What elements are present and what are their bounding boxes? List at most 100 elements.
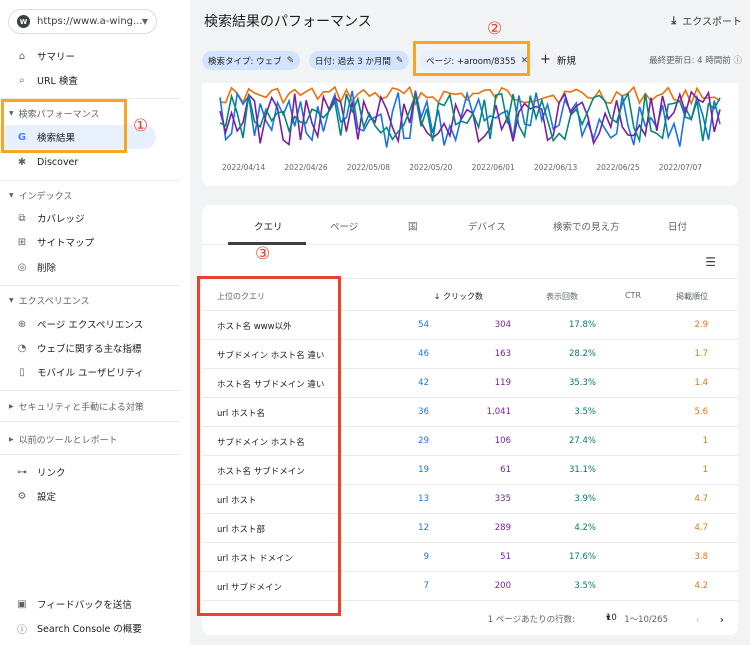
section-security[interactable]: ▶ セキュリティと手動による対策	[0, 397, 144, 415]
divider	[0, 421, 180, 422]
sidebar-item-removals[interactable]: ◎ 削除	[0, 255, 170, 279]
sidebar-item-page-experience[interactable]: ⊕ ページ エクスペリエンス	[0, 312, 170, 336]
table-row[interactable]: url ホスト名 36 1,041 3.5% 5.6	[202, 398, 738, 427]
section-legacy[interactable]: ▶ 以前のツールとレポート	[0, 430, 118, 448]
sidebar-item-label: 削除	[37, 263, 57, 274]
sidebar-item-links[interactable]: ⊶ リンク	[0, 460, 170, 484]
tab-devices[interactable]: デバイス	[468, 222, 506, 233]
annotation-box-3	[197, 276, 341, 616]
table-row[interactable]: url ホスト ドメイン 9 51 17.6% 3.8	[202, 543, 738, 572]
impressions-cell: 106	[494, 436, 511, 446]
sidebar-item-feedback[interactable]: ▣ フィードバックを送信	[0, 592, 170, 616]
header-clicks[interactable]: ↓ クリック数	[434, 291, 483, 302]
x-tick-label: 2022/05/08	[347, 163, 390, 172]
tab-search-appearance[interactable]: 検索での見え方	[553, 222, 620, 233]
copy-icon: ⧉	[18, 212, 26, 224]
table-row[interactable]: url ホスト部 12 289 4.2% 4.7	[202, 514, 738, 543]
tab-countries[interactable]: 国	[408, 222, 418, 233]
x-tick-label: 2022/05/20	[409, 163, 452, 172]
help-icon[interactable]: ⓘ	[733, 56, 742, 66]
annotation-box-2	[413, 41, 530, 76]
sidebar-item-mobile-usability[interactable]: ▯ モバイル ユーザビリティ	[0, 360, 170, 384]
sidebar-item-label: URL 検査	[37, 76, 78, 87]
annotation-number-3: ③	[255, 244, 271, 264]
property-selector[interactable]: W https://www.a-wing.... ▼	[8, 9, 157, 34]
sidebar-item-label: リンク	[37, 468, 66, 479]
new-filter-button[interactable]: + 新規	[540, 52, 576, 67]
header-position[interactable]: 掲載順位	[676, 292, 708, 301]
gauge-icon: ◔	[17, 342, 27, 354]
edit-icon[interactable]: ✎	[286, 55, 295, 66]
ctr-cell: 17.6%	[568, 552, 596, 562]
next-page-icon[interactable]: ›	[719, 613, 724, 626]
sidebar-item-coverage[interactable]: ⧉ カバレッジ	[0, 206, 170, 230]
table-row[interactable]: サブドメイン ホスト名 29 106 27.4% 1	[202, 427, 738, 456]
tab-queries[interactable]: クエリ	[254, 222, 283, 233]
section-index[interactable]: ▼ インデックス	[0, 186, 72, 204]
tab-pages[interactable]: ページ	[330, 222, 359, 233]
export-button[interactable]: ⤓ エクスポート	[671, 13, 742, 29]
query-cell: サブドメイン ホスト名 違い	[217, 351, 325, 361]
table-row[interactable]: サブドメイン ホスト名 違い 46 163 28.2% 1.7	[202, 340, 738, 369]
divider	[0, 454, 180, 455]
download-icon: ⤓	[671, 13, 677, 27]
google-icon: G	[17, 131, 27, 143]
sidebar-item-sitemaps[interactable]: ⊞ サイトマップ	[0, 230, 170, 254]
edit-icon[interactable]: ✎	[395, 55, 404, 66]
dimension-tabs: クエリ ページ 国 デバイス 検索での見え方 日付	[202, 205, 738, 245]
filter-icon[interactable]: ☰	[705, 255, 716, 269]
sidebar-item-label: Search Console の概要	[37, 624, 142, 635]
impressions-cell: 304	[494, 320, 511, 330]
feedback-icon: ▣	[17, 598, 27, 610]
sidebar: W https://www.a-wing.... ▼ ⌂ サマリー ⌕ URL …	[0, 0, 190, 645]
section-experience[interactable]: ▼ エクスペリエンス	[0, 291, 90, 309]
table-row[interactable]: url ホスト 13 335 3.9% 4.7	[202, 485, 738, 514]
divider	[0, 285, 180, 286]
header-ctr[interactable]: CTR	[624, 291, 641, 300]
query-cell: ホスト名 サブドメイン 違い	[217, 380, 325, 390]
rows-per-page-value: 10	[606, 613, 617, 623]
sidebar-item-about[interactable]: ⓘ Search Console の概要	[0, 616, 170, 640]
last-updated-text: 最終更新日: 4 時間前	[649, 56, 731, 66]
clicks-cell: 42	[418, 378, 429, 388]
query-cell: url ホスト ドメイン	[217, 554, 294, 564]
search-icon: ⌕	[19, 74, 25, 86]
sitemap-icon: ⊞	[17, 236, 27, 248]
page-range: 1〜10/265	[624, 615, 668, 625]
new-label: 新規	[556, 55, 576, 67]
tab-dates[interactable]: 日付	[668, 222, 688, 233]
header-impressions[interactable]: 表示回数	[546, 292, 578, 301]
collapse-icon: ▼	[9, 296, 14, 304]
chip-label: ページ: +aroom/8355	[426, 56, 516, 67]
table-row[interactable]: ホスト名 サブドメイン 19 61 31.1% 1	[202, 456, 738, 485]
x-tick-label: 2022/06/01	[472, 163, 515, 172]
series-line	[219, 91, 721, 144]
sidebar-item-summary[interactable]: ⌂ サマリー	[0, 44, 170, 68]
section-search-performance[interactable]: ▼ 検索パフォーマンス	[0, 104, 99, 122]
series-line	[219, 90, 721, 146]
impressions-cell: 51	[500, 552, 511, 562]
sidebar-item-discover[interactable]: ✱ Discover	[0, 150, 170, 174]
close-icon[interactable]: ✕	[520, 55, 529, 66]
impressions-cell: 200	[494, 581, 511, 591]
table-row[interactable]: ホスト名 www以外 54 304 17.8% 2.9	[202, 311, 738, 340]
sidebar-item-web-vitals[interactable]: ◔ ウェブに関する主な指標	[0, 336, 170, 360]
chevron-down-icon: ▼	[141, 17, 148, 26]
sidebar-item-search-results[interactable]: G 検索結果	[0, 125, 156, 149]
prev-page-icon[interactable]: ‹	[695, 613, 700, 626]
sidebar-item-settings[interactable]: ⚙ 設定	[0, 484, 170, 508]
sidebar-item-label: Discover	[37, 156, 79, 168]
plus-icon: +	[540, 52, 551, 67]
ctr-cell: 3.9%	[574, 494, 596, 504]
sidebar-item-label: ウェブに関する主な指標	[37, 344, 142, 355]
table-row[interactable]: ホスト名 サブドメイン 違い 42 119 35.3% 1.4	[202, 369, 738, 398]
query-cell: ホスト名 サブドメイン	[217, 467, 305, 477]
filter-chip-search-type[interactable]: 検索タイプ: ウェブ ✎	[202, 51, 301, 70]
filter-chip-page[interactable]: ページ: +aroom/8355 ✕	[420, 51, 535, 70]
query-cell: url ホスト部	[217, 525, 265, 535]
ctr-cell: 28.2%	[568, 349, 596, 359]
sidebar-item-url-inspection[interactable]: ⌕ URL 検査	[0, 68, 170, 92]
filter-chip-date[interactable]: 日付: 過去 3 か月間 ✎	[309, 51, 410, 70]
table-row[interactable]: url サブドメイン 7 200 3.5% 4.2	[202, 572, 738, 601]
eye-off-icon: ◎	[17, 261, 27, 273]
